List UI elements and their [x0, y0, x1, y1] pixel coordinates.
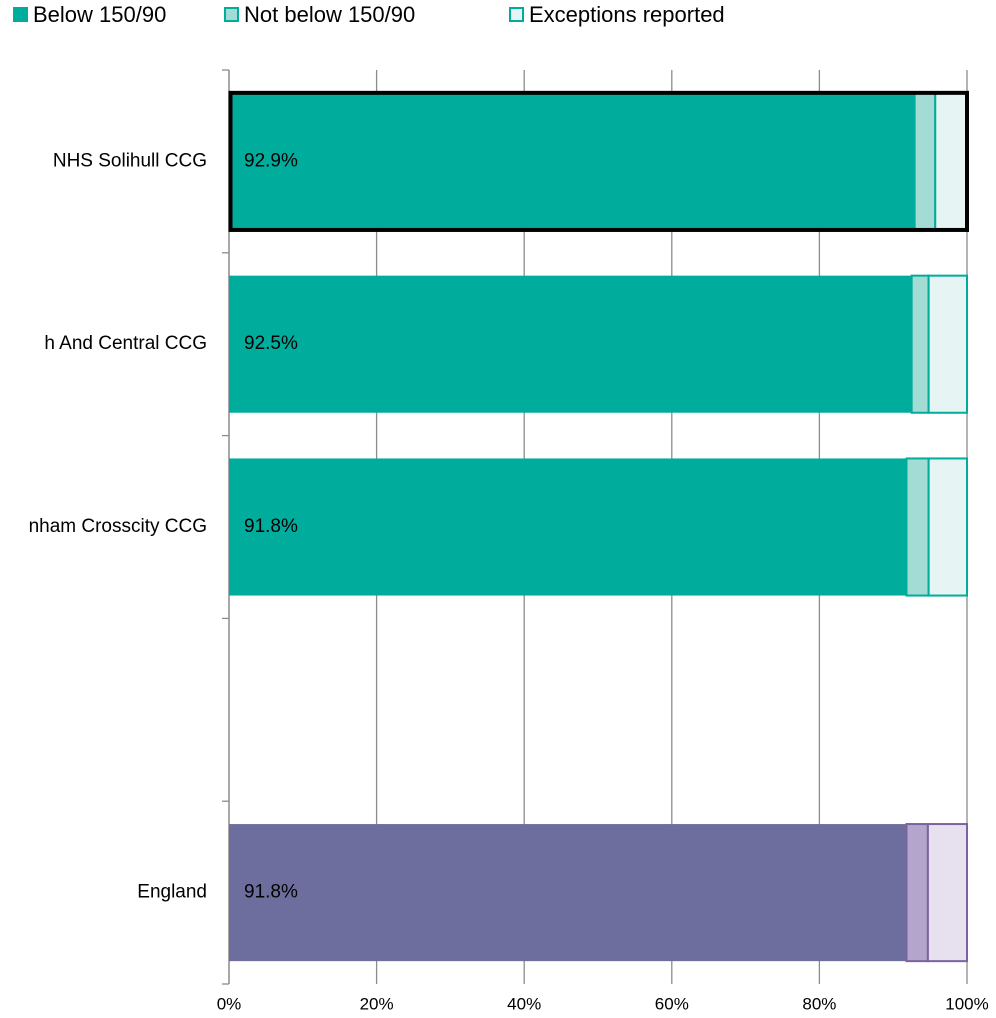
- bar-segment: [926, 823, 968, 963]
- bar-segment: [229, 824, 907, 962]
- bar-segment: [927, 274, 969, 414]
- legend-swatch: [13, 7, 28, 22]
- bar-segment: [910, 274, 930, 414]
- x-tick-label: 0%: [217, 994, 242, 1013]
- x-tick-label: 40%: [507, 994, 541, 1013]
- category-label: England: [137, 882, 207, 903]
- highlight-border: [228, 90, 969, 232]
- category-label: h And Central CCG: [44, 333, 207, 354]
- legend-label: Not below 150/90: [244, 2, 415, 27]
- category-label: nham Crosscity CCG: [29, 516, 207, 537]
- x-tick-label: 80%: [802, 994, 836, 1013]
- x-tick-label: 100%: [945, 994, 988, 1013]
- bar-segment: [927, 457, 969, 597]
- bar-segment: [229, 458, 907, 596]
- x-tick-label: 20%: [360, 994, 394, 1013]
- legend-swatch: [224, 7, 239, 22]
- bar-segment: [229, 92, 915, 230]
- x-tick-label: 60%: [655, 994, 689, 1013]
- bar-segment: [229, 275, 912, 413]
- legend-swatch: [509, 7, 524, 22]
- data-label: 92.9%: [244, 150, 298, 171]
- legend-label: Exceptions reported: [529, 2, 725, 27]
- legend-label: Below 150/90: [33, 2, 166, 27]
- bar-segment: [905, 457, 930, 597]
- category-label: NHS Solihull CCG: [53, 150, 207, 171]
- data-label: 91.8%: [244, 882, 298, 903]
- data-label: 91.8%: [244, 516, 298, 537]
- bar-segment: [934, 91, 968, 231]
- data-label: 92.5%: [244, 333, 298, 354]
- bar-segment: [913, 91, 937, 231]
- bar-segment: [905, 823, 929, 963]
